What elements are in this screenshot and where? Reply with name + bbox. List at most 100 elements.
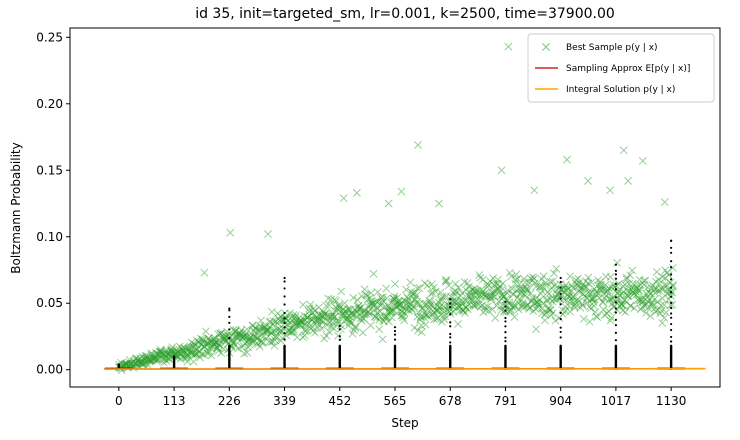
best-sample-point — [324, 327, 333, 336]
best-sample-point — [622, 273, 631, 282]
x-tick-label: 1130 — [656, 394, 687, 408]
sample-dot — [504, 309, 507, 312]
sample-dot — [504, 300, 507, 304]
best-sample-point — [512, 270, 521, 279]
sample-dot-cluster — [449, 345, 452, 370]
sample-dot — [338, 338, 341, 341]
best-sample-point — [504, 42, 513, 51]
best-sample-point — [424, 305, 433, 314]
sample-dot-cluster — [393, 345, 397, 370]
best-sample-point — [491, 313, 500, 322]
best-sample-point — [548, 309, 557, 318]
best-sample-point — [567, 281, 576, 290]
sample-dot-column — [325, 324, 354, 370]
sample-dot — [670, 312, 673, 315]
sample-dot — [559, 311, 562, 315]
best-sample-point — [499, 279, 508, 288]
best-sample-point — [293, 333, 302, 342]
sample-dot — [338, 335, 341, 338]
best-sample-point — [516, 294, 525, 303]
sample-dot — [614, 318, 618, 321]
best-sample-point — [349, 293, 358, 302]
sample-dot — [559, 344, 562, 347]
y-tick-label: 0.00 — [36, 363, 63, 377]
sample-dot — [449, 341, 452, 344]
legend: Best Sample p(y | x) Sampling Approx E[p(… — [527, 33, 715, 103]
best-sample-point — [352, 188, 361, 197]
sample-dot — [614, 344, 618, 347]
best-sample-point — [421, 320, 430, 329]
best-sample-point — [563, 155, 571, 164]
best-sample-point — [543, 295, 552, 304]
best-sample-point — [258, 337, 267, 346]
best-sample-point — [351, 323, 360, 332]
best-sample-point — [196, 353, 204, 362]
sample-dot — [449, 313, 452, 316]
best-sample-point — [226, 228, 235, 237]
sample-dot — [283, 344, 286, 347]
sample-dot-cluster — [504, 345, 507, 370]
sample-dot — [449, 325, 452, 328]
best-sample-point — [339, 194, 348, 203]
best-sample-point — [358, 328, 367, 337]
best-sample-point — [503, 288, 511, 297]
best-sample-point — [327, 295, 336, 304]
chart-title: id 35, init=targeted_sm, lr=0.001, k=250… — [195, 6, 615, 22]
best-sample-point — [655, 287, 664, 295]
best-sample-point — [207, 351, 216, 360]
best-sample-point — [412, 300, 421, 309]
best-sample-point — [267, 307, 276, 316]
sample-dot — [559, 336, 562, 339]
best-sample-point — [641, 276, 650, 285]
sample-dot — [670, 286, 673, 289]
sample-dot — [670, 260, 673, 263]
sample-dot — [283, 280, 286, 283]
sample-dot-cluster — [338, 345, 341, 370]
best-sample-point — [641, 309, 650, 317]
best-sample-point — [513, 274, 522, 283]
sample-dot — [670, 301, 673, 304]
best-sample-point — [559, 294, 568, 303]
x-tick-label: 1017 — [601, 394, 632, 408]
best-sample-point — [423, 281, 432, 290]
sample-dot — [614, 282, 618, 285]
sample-dot — [614, 324, 618, 327]
best-sample-point — [593, 313, 602, 322]
best-sample-point — [658, 319, 667, 327]
best-sample-point — [481, 306, 490, 315]
sample-dot-cluster — [283, 345, 286, 370]
best-sample-point — [242, 325, 251, 334]
sample-dot — [228, 309, 231, 312]
sample-dot-cluster — [117, 364, 121, 370]
sample-dot — [670, 340, 673, 343]
sample-dot — [283, 332, 286, 335]
y-tick-label: 0.10 — [36, 230, 63, 244]
best-sample-point — [550, 281, 559, 290]
best-sample-point — [503, 286, 512, 295]
sample-dot — [670, 322, 673, 326]
best-sample-point — [243, 348, 252, 357]
best-sample-point — [436, 288, 445, 297]
best-sample-point — [435, 199, 443, 208]
best-sample-point — [663, 268, 672, 277]
best-sample-point — [664, 271, 673, 280]
sample-dot — [614, 263, 618, 266]
sample-dot — [670, 306, 673, 310]
best-sample-point — [399, 313, 407, 322]
best-sample-point — [647, 300, 656, 309]
y-axis-label: Boltzmann Probability — [9, 142, 23, 273]
best-sample-point — [289, 327, 298, 336]
best-sample-point — [607, 313, 616, 322]
x-tick-label: 678 — [439, 394, 462, 408]
best-sample-point — [614, 280, 623, 288]
best-sample-point — [521, 292, 529, 300]
best-sample-point — [566, 272, 575, 281]
best-sample-point — [530, 186, 539, 195]
sample-dot-cluster — [228, 345, 231, 370]
best-sample-point — [638, 157, 647, 165]
x-axis-label: Step — [391, 416, 418, 430]
best-sample-point — [337, 287, 346, 296]
best-sample-point — [478, 275, 487, 284]
sample-dot — [393, 326, 397, 329]
sample-dot-cluster — [172, 356, 176, 370]
